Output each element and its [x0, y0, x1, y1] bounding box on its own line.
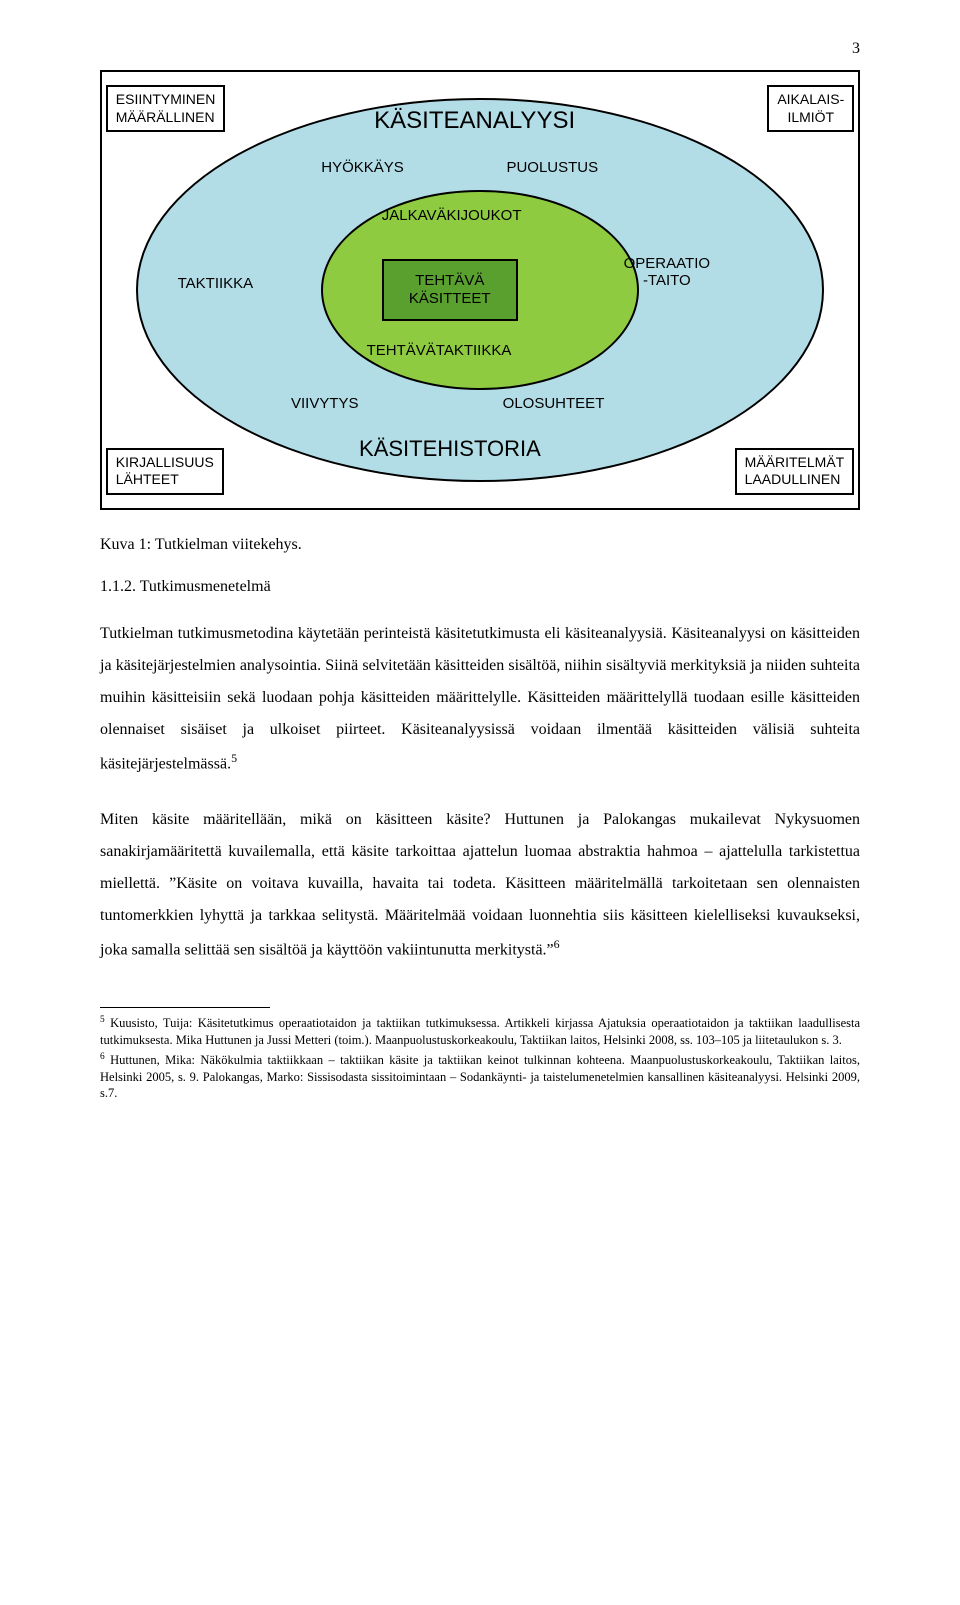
footnote-ref-6: 6: [554, 937, 560, 951]
footnote-separator: [100, 1007, 270, 1008]
footnote-ref-5: 5: [231, 751, 237, 765]
corner-box-top-left: ESIINTYMINEN MÄÄRÄLLINEN: [106, 85, 226, 132]
label-operaatiotaito: OPERAATIO -TAITO: [624, 255, 710, 289]
label-taktiikka: TAKTIIKKA: [178, 275, 254, 292]
corner-box-top-right: AIKALAIS- ILMIÖT: [767, 85, 854, 132]
center-concept-label: TEHTÄVÄ KÄSITTEET: [409, 272, 491, 308]
diagram-title-bottom: KÄSITEHISTORIA: [359, 436, 541, 462]
corner-label: AIKALAIS- ILMIÖT: [777, 91, 844, 125]
page-number: 3: [100, 40, 860, 58]
label-hyokkays: HYÖKKÄYS: [321, 159, 404, 176]
paragraph-2-text: Miten käsite määritellään, mikä on käsit…: [100, 811, 860, 958]
footnote-5: 5 Kuusisto, Tuija: Käsitetutkimus operaa…: [100, 1014, 860, 1049]
corner-box-bottom-left: KIRJALLISUUS LÄHTEET: [106, 448, 224, 495]
corner-label: MÄÄRITELMÄT LAADULLINEN: [745, 454, 845, 488]
paragraph-1-text: Tutkielman tutkimusmetodina käytetään pe…: [100, 625, 860, 772]
center-concept-box: TEHTÄVÄ KÄSITTEET: [382, 259, 518, 320]
footnote-text: Kuusisto, Tuija: Käsitetutkimus operaati…: [100, 1016, 860, 1047]
label-jalkavaki: JALKAVÄKIJOUKOT: [382, 207, 522, 224]
section-heading: 1.1.2. Tutkimusmenetelmä: [100, 578, 860, 596]
corner-label: KIRJALLISUUS LÄHTEET: [116, 454, 214, 488]
label-viivytys: VIIVYTYS: [291, 395, 359, 412]
figure-caption: Kuva 1: Tutkielman viitekehys.: [100, 536, 860, 554]
footnote-text: Huttunen, Mika: Näkökulmia taktiikkaan –…: [100, 1053, 860, 1101]
diagram-title-top: KÄSITEANALYYSI: [374, 107, 575, 135]
label-tehtavataktiikka: TEHTÄVÄTAKTIIKKA: [367, 342, 512, 359]
label-puolustus: PUOLUSTUS: [506, 159, 598, 176]
corner-label: ESIINTYMINEN MÄÄRÄLLINEN: [116, 91, 216, 125]
diagram-frame: TEHTÄVÄ KÄSITTEET ESIINTYMINEN MÄÄRÄLLIN…: [100, 70, 860, 510]
footnote-6: 6 Huttunen, Mika: Näkökulmia taktiikkaan…: [100, 1051, 860, 1103]
label-olosuhteet: OLOSUHTEET: [503, 395, 605, 412]
paragraph-2: Miten käsite määritellään, mikä on käsit…: [100, 804, 860, 966]
paragraph-1: Tutkielman tutkimusmetodina käytetään pe…: [100, 618, 860, 780]
corner-box-bottom-right: MÄÄRITELMÄT LAADULLINEN: [735, 448, 855, 495]
